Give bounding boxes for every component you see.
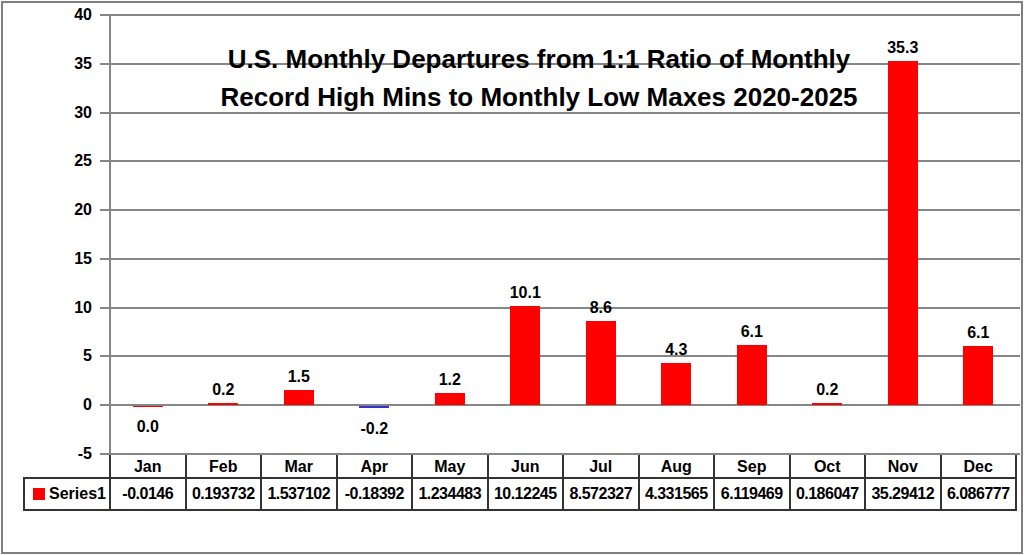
month-header-cell: Jan: [110, 455, 186, 478]
month-header-cell: Oct: [790, 455, 866, 478]
bar: [888, 61, 918, 405]
table-value-cell: 1.234483: [412, 478, 488, 510]
month-header-cell: Jul: [563, 455, 639, 478]
bar-value-label: 35.3: [868, 39, 938, 57]
y-axis-label: 0: [30, 395, 92, 415]
month-header-cell: Mar: [261, 455, 337, 478]
chart-title-line-2: Record High Mins to Monthly Low Maxes 20…: [220, 78, 857, 116]
table-left-border: [23, 477, 25, 510]
bar: [359, 406, 389, 408]
bar-value-label: 10.1: [490, 284, 560, 302]
bar: [737, 345, 767, 405]
bar-value-label: 6.1: [717, 323, 787, 341]
bar-value-label: 0.2: [188, 381, 258, 399]
bar: [208, 403, 238, 405]
chart-canvas: 40 35 30 25 20 15 10 5 0 -5 0.0 0.2 1.5 -0.2 1.2 10.1 8.…: [0, 0, 1024, 555]
bar-value-label: 0.0: [113, 418, 183, 436]
bar: [435, 393, 465, 405]
table-value-cell: 10.12245: [488, 478, 564, 510]
table-value-cell: 4.331565: [639, 478, 715, 510]
y-axis-label: 25: [30, 151, 92, 171]
gridline: [110, 258, 1020, 260]
table-value-cell: 6.119469: [714, 478, 790, 510]
bar: [284, 390, 314, 405]
bar-value-label: -0.2: [339, 420, 409, 438]
bar: [510, 306, 540, 405]
gridline: [110, 355, 1020, 357]
y-axis-label: 15: [30, 249, 92, 269]
bar: [963, 346, 993, 405]
table-value-cell: 8.572327: [563, 478, 639, 510]
chart-title: U.S. Monthly Departures from 1:1 Ratio o…: [220, 40, 857, 116]
table-value-cell: 0.186047: [790, 478, 866, 510]
table-value-cell: -0.18392: [337, 478, 413, 510]
bar-value-label: 4.3: [641, 341, 711, 359]
series1-legend-marker-icon: [33, 488, 45, 500]
gridline: [110, 160, 1020, 162]
y-axis-label: 35: [30, 54, 92, 74]
gridline: [110, 404, 1020, 406]
y-axis-line: [109, 15, 111, 455]
month-header-cell: Feb: [186, 455, 262, 478]
table-value-cell: 6.086777: [941, 478, 1017, 510]
table-value-cell: 35.29412: [865, 478, 941, 510]
table-value-cell: -0.0146: [110, 478, 186, 510]
month-header-cell: Sep: [714, 455, 790, 478]
series1-legend-label: Series1: [49, 479, 109, 509]
month-header-cell: May: [412, 455, 488, 478]
y-axis-label: 5: [30, 346, 92, 366]
month-header-cell: Jun: [488, 455, 564, 478]
bar-value-label: 8.6: [566, 299, 636, 317]
bar-value-label: 6.1: [943, 324, 1013, 342]
chart-title-line-1: U.S. Monthly Departures from 1:1 Ratio o…: [220, 40, 857, 78]
bar: [661, 363, 691, 405]
table-value-cell: 0.193732: [186, 478, 262, 510]
month-header-cell: Dec: [941, 455, 1017, 478]
y-axis-label: 30: [30, 103, 92, 123]
y-axis-label: 20: [30, 200, 92, 220]
y-axis-label: 10: [30, 298, 92, 318]
y-axis-label: 40: [30, 5, 92, 25]
bar-value-label: 0.2: [792, 381, 862, 399]
bar: [586, 321, 616, 405]
bar-value-label: 1.5: [264, 368, 334, 386]
gridline: [110, 14, 1020, 16]
month-header-cell: Nov: [865, 455, 941, 478]
bar: [812, 403, 842, 405]
y-axis-label: -5: [30, 444, 92, 464]
table-value-cell: 1.537102: [261, 478, 337, 510]
month-header-cell: Aug: [639, 455, 715, 478]
month-header-cell: Apr: [337, 455, 413, 478]
bar-value-label: 1.2: [415, 371, 485, 389]
gridline: [110, 209, 1020, 211]
